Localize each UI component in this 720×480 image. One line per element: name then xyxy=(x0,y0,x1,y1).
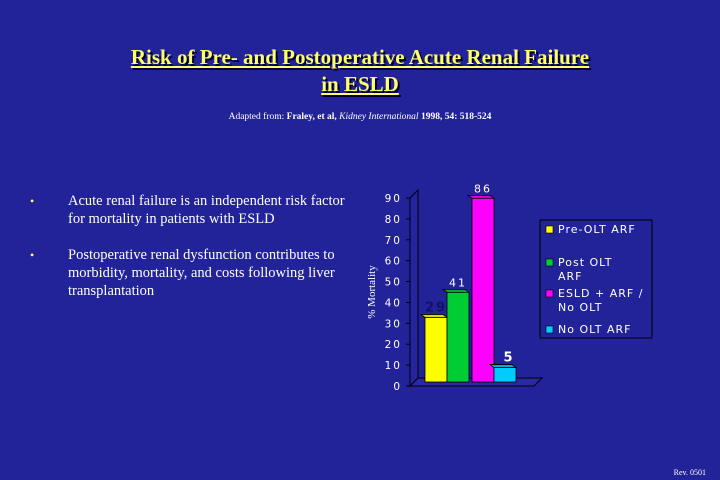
legend-label: No OLT xyxy=(558,301,602,314)
y-tick-label: 40 xyxy=(385,297,402,309)
slide-title: Risk of Pre- and Postoperative Acute Ren… xyxy=(40,44,680,98)
y-tick-label: 10 xyxy=(385,360,402,372)
y-axis-label: % Mortality xyxy=(366,265,378,319)
y-tick-label: 90 xyxy=(385,193,402,205)
y-tick-label: 20 xyxy=(385,339,402,351)
bar-top xyxy=(441,288,471,293)
legend-label: Post OLT xyxy=(558,256,613,269)
bar-data-label: 86 xyxy=(474,182,492,195)
source-citation: Adapted from: Fraley, et al, Kidney Inte… xyxy=(0,112,720,122)
legend-label: ARF xyxy=(558,270,583,283)
y-tick-label: 60 xyxy=(385,256,402,268)
bar-data-label: 5 xyxy=(503,351,514,366)
bar xyxy=(493,367,517,383)
legend-swatch xyxy=(545,289,554,298)
bar-data-label: 29 xyxy=(425,300,447,315)
y-tick-label: 80 xyxy=(385,214,402,226)
chart-side-wall xyxy=(409,188,419,388)
bullet-list: • Acute renal failure is an independent … xyxy=(28,192,348,318)
title-line-1: Risk of Pre- and Postoperative Acute Ren… xyxy=(130,45,590,69)
y-tick-label: 0 xyxy=(393,381,402,393)
bar xyxy=(424,317,448,383)
bar xyxy=(471,197,495,383)
bullet-item: • Acute renal failure is an independent … xyxy=(28,192,348,228)
legend-swatch xyxy=(545,225,554,234)
title-line-2: in ESLD xyxy=(321,72,399,96)
bar-top xyxy=(466,194,496,199)
legend-swatch xyxy=(545,258,554,267)
source-journal: Kidney International xyxy=(339,112,419,122)
bullet-dot: • xyxy=(30,248,35,262)
source-prefix: Adapted from: xyxy=(228,112,287,122)
y-tick-label: 30 xyxy=(385,318,402,330)
bar xyxy=(446,291,470,383)
bullet-item: • Postoperative renal dysfunction contri… xyxy=(28,246,348,300)
legend-label: Pre-OLT ARF xyxy=(558,223,636,236)
bullet-text: Postoperative renal dysfunction contribu… xyxy=(68,247,335,299)
legend-swatch xyxy=(545,325,554,334)
source-authors: Fraley, et al, xyxy=(286,112,340,122)
legend-label: ESLD + ARF / xyxy=(558,287,643,300)
bar-data-label: 41 xyxy=(449,276,467,289)
revision-label: Rev. 0501 xyxy=(673,468,706,477)
y-tick-label: 70 xyxy=(385,235,402,247)
source-details: 1998, 54: 518-524 xyxy=(418,112,492,122)
bullet-dot: • xyxy=(30,194,35,208)
legend-label: No OLT ARF xyxy=(558,323,631,336)
y-tick-label: 50 xyxy=(385,277,402,289)
bullet-text: Acute renal failure is an independent ri… xyxy=(68,193,345,227)
legend-box xyxy=(539,219,653,339)
